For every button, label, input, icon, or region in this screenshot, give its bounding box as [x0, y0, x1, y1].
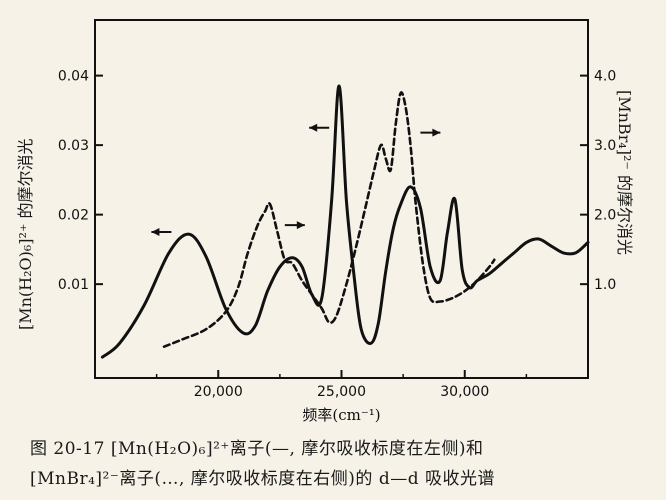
x-axis-label: 频率(cm⁻¹)	[302, 406, 380, 424]
y-right-tick-label: 2.0	[594, 208, 616, 224]
annotation-arrow-head	[296, 221, 305, 230]
series-line-mn-h2o6	[100, 84, 590, 359]
right-axis-label: [MnBr₄]²⁻ 的摩尔消光	[615, 90, 634, 255]
y-left-tick-label: 0.02	[58, 208, 89, 224]
plot-frame	[94, 19, 589, 379]
y-left-tick-label: 0.03	[58, 138, 89, 154]
x-tick-label: 20,000	[194, 384, 243, 400]
series-line-mnbr4	[162, 91, 496, 348]
left-axis-label: [Mn(H₂O)₆]²⁺ 的摩尔消光	[16, 138, 35, 330]
y-left-tick-label: 0.01	[58, 277, 89, 293]
annotation-arrow-head	[151, 228, 160, 237]
x-tick-label: 25,000	[317, 384, 366, 400]
spectrum-chart: 20,000 25,000 30,000 0.01 0.02 0.03 0.04 1.0 2.0…	[58, 19, 616, 424]
y-right-tick-label: 3.0	[594, 138, 616, 154]
figure-caption-line-1: 图 20-17 [Mn(H₂O)₆]²⁺离子(—, 摩尔吸收标度在左侧)和	[30, 439, 484, 459]
y-left-tick-label: 0.04	[58, 69, 89, 85]
annotation-arrow-head	[309, 123, 318, 132]
figure-caption-line-2: [MnBr₄]²⁻离子(…, 摩尔吸收标度在右侧)的 d—d 吸收光谱	[30, 469, 495, 489]
x-tick-label: 30,000	[440, 384, 489, 400]
y-right-tick-label: 4.0	[594, 69, 616, 85]
y-right-tick-label: 1.0	[594, 277, 616, 293]
annotation-arrow-head	[432, 128, 441, 137]
